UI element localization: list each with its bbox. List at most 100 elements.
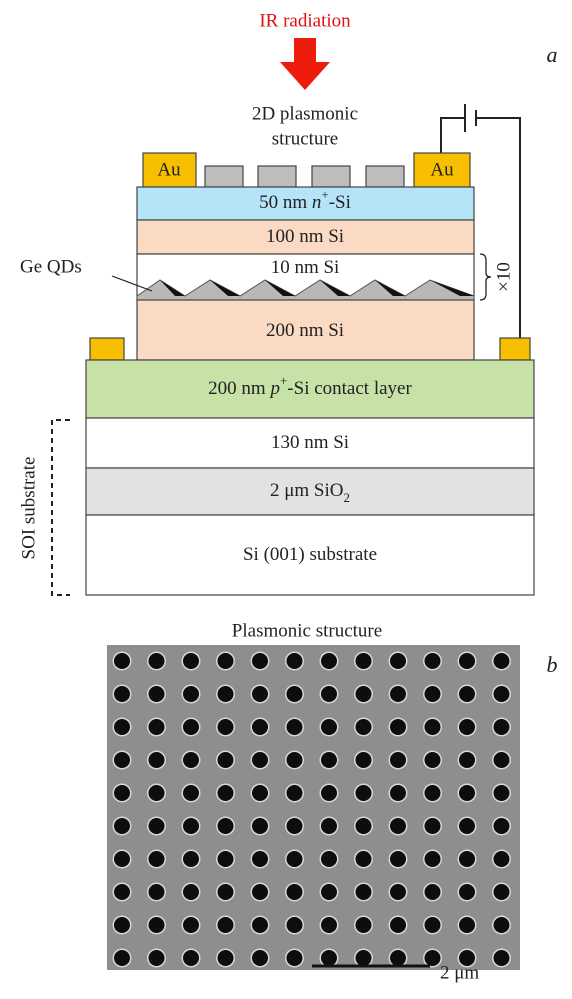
- hole: [356, 719, 372, 735]
- hole: [183, 917, 199, 933]
- panel-label: b: [547, 652, 558, 677]
- hole: [114, 719, 130, 735]
- layer-label: 100 nm Si: [266, 226, 344, 247]
- plasmonic-bumps: [205, 166, 404, 187]
- hole: [183, 752, 199, 768]
- hole: [459, 752, 475, 768]
- hole: [390, 851, 406, 867]
- hole: [149, 686, 165, 702]
- hole: [252, 653, 268, 669]
- hole: [321, 752, 337, 768]
- hole: [149, 785, 165, 801]
- sem-image: [107, 645, 520, 970]
- sem-title: Plasmonic structure: [232, 620, 382, 641]
- hole: [149, 719, 165, 735]
- hole: [425, 752, 441, 768]
- plasmonic-label: structure: [272, 128, 338, 149]
- hole: [114, 851, 130, 867]
- hole: [356, 917, 372, 933]
- hole: [114, 950, 130, 966]
- hole: [183, 785, 199, 801]
- hole: [218, 818, 234, 834]
- contact-label: Au: [430, 159, 454, 180]
- hole: [287, 884, 303, 900]
- hole: [494, 818, 510, 834]
- hole: [321, 653, 337, 669]
- hole: [218, 686, 234, 702]
- hole: [425, 851, 441, 867]
- pad: [90, 338, 124, 360]
- hole: [459, 653, 475, 669]
- hole: [321, 917, 337, 933]
- hole: [149, 818, 165, 834]
- hole: [356, 785, 372, 801]
- hole: [149, 851, 165, 867]
- hole: [149, 950, 165, 966]
- layer-label: Si (001) substrate: [243, 544, 377, 565]
- hole: [183, 950, 199, 966]
- hole: [114, 884, 130, 900]
- hole: [494, 851, 510, 867]
- hole: [494, 917, 510, 933]
- hole: [114, 785, 130, 801]
- hole: [287, 686, 303, 702]
- brace: [480, 254, 491, 300]
- hole: [321, 851, 337, 867]
- hole: [356, 818, 372, 834]
- hole: [356, 884, 372, 900]
- hole: [149, 752, 165, 768]
- hole: [459, 818, 475, 834]
- hole: [459, 785, 475, 801]
- hole: [287, 950, 303, 966]
- hole: [390, 818, 406, 834]
- hole: [459, 917, 475, 933]
- hole: [252, 851, 268, 867]
- diagram: IR radiation a 2D plasmonic structure Au…: [0, 0, 572, 999]
- hole: [252, 686, 268, 702]
- hole: [252, 785, 268, 801]
- hole: [390, 884, 406, 900]
- hole: [390, 719, 406, 735]
- hole: [494, 686, 510, 702]
- hole: [425, 818, 441, 834]
- hole: [218, 884, 234, 900]
- hole: [356, 686, 372, 702]
- hole: [287, 653, 303, 669]
- hole: [183, 818, 199, 834]
- hole: [183, 719, 199, 735]
- hole: [390, 917, 406, 933]
- layer-label: 10 nm Si: [271, 257, 340, 278]
- scale-label: 2 μm: [440, 962, 479, 983]
- hole: [321, 950, 337, 966]
- hole: [459, 719, 475, 735]
- contact-label: Au: [157, 159, 181, 180]
- hole: [218, 752, 234, 768]
- hole: [494, 950, 510, 966]
- hole: [425, 686, 441, 702]
- hole: [494, 653, 510, 669]
- hole: [287, 851, 303, 867]
- ir-label: IR radiation: [259, 10, 351, 31]
- hole: [218, 917, 234, 933]
- hole: [218, 851, 234, 867]
- hole: [287, 818, 303, 834]
- hole: [356, 851, 372, 867]
- hole: [390, 785, 406, 801]
- soi-label: SOI substrate: [18, 457, 39, 560]
- hole: [114, 686, 130, 702]
- hole: [218, 785, 234, 801]
- hole: [149, 917, 165, 933]
- hole: [321, 884, 337, 900]
- hole: [183, 686, 199, 702]
- hole: [390, 653, 406, 669]
- hole: [287, 752, 303, 768]
- hole: [425, 884, 441, 900]
- hole: [321, 785, 337, 801]
- qd-label: Ge QDs: [20, 256, 82, 277]
- soi-bracket: [52, 420, 70, 595]
- hole: [425, 785, 441, 801]
- layer-label: 130 nm Si: [271, 432, 349, 453]
- hole: [149, 884, 165, 900]
- hole: [114, 653, 130, 669]
- hole: [390, 752, 406, 768]
